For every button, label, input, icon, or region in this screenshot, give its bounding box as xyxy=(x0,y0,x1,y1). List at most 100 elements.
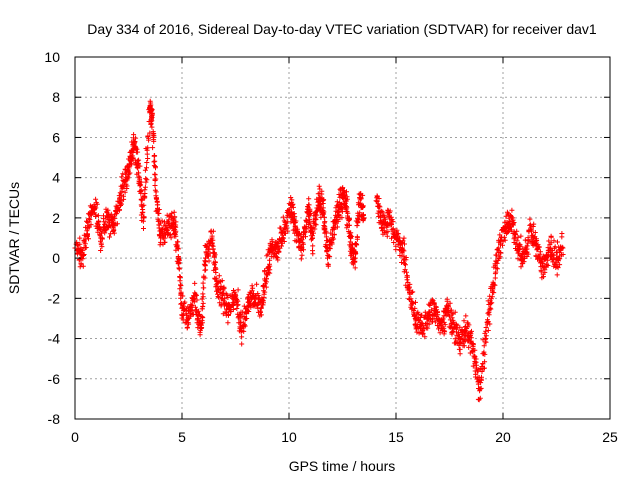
y-tick-label: -6 xyxy=(48,371,61,387)
data-point xyxy=(361,215,367,221)
data-point xyxy=(258,305,264,311)
data-point xyxy=(226,305,232,311)
y-tick-label: 8 xyxy=(52,89,60,105)
x-tick-label: 25 xyxy=(602,429,618,445)
data-points xyxy=(72,98,566,403)
data-point xyxy=(496,245,502,251)
data-point xyxy=(320,205,326,211)
data-point xyxy=(331,225,337,231)
data-point xyxy=(438,326,444,331)
data-point xyxy=(269,245,275,251)
data-point xyxy=(175,245,181,251)
data-point xyxy=(123,175,129,181)
data-point xyxy=(393,235,399,241)
data-point xyxy=(509,215,515,221)
data-point xyxy=(457,336,463,342)
data-point xyxy=(515,245,521,251)
data-point xyxy=(104,215,110,221)
data-point xyxy=(132,138,138,144)
y-tick-label: 10 xyxy=(44,49,60,65)
data-point xyxy=(117,195,123,201)
data-point xyxy=(534,245,540,251)
y-axis-label: SDTVAR / TECUs xyxy=(6,182,22,294)
x-tick-label: 20 xyxy=(495,429,511,445)
data-point xyxy=(147,104,153,110)
data-point xyxy=(310,235,316,241)
y-tick-label: 2 xyxy=(52,210,60,226)
data-point xyxy=(451,326,457,331)
y-tick-label: -4 xyxy=(48,331,61,347)
data-point xyxy=(325,255,331,261)
data-point xyxy=(305,205,311,211)
data-point xyxy=(198,326,204,331)
data-point xyxy=(170,219,176,225)
data-point xyxy=(140,215,146,221)
plot-frame xyxy=(74,56,611,420)
data-point xyxy=(348,245,354,251)
data-point xyxy=(185,315,191,321)
data-point xyxy=(357,195,363,201)
data-point xyxy=(352,255,358,261)
x-tick-label: 5 xyxy=(178,429,186,445)
data-point xyxy=(98,235,104,241)
data-point xyxy=(406,285,412,291)
y-tick-label: -8 xyxy=(48,411,61,427)
data-point xyxy=(528,225,534,231)
data-point xyxy=(252,295,258,301)
data-point xyxy=(299,245,305,251)
data-point xyxy=(464,326,470,331)
data-point xyxy=(213,275,219,281)
data-point xyxy=(239,326,245,331)
data-point xyxy=(412,315,418,321)
data-point xyxy=(209,235,215,241)
data-point xyxy=(419,326,425,331)
data-point xyxy=(85,225,91,231)
axis-ticks: 0 5 10 15 20 25 -8 -6 -4 -2 0 2 4 6 8 10 xyxy=(44,49,618,445)
data-point xyxy=(344,205,350,211)
data-point xyxy=(476,386,482,392)
data-point xyxy=(483,336,489,342)
data-point xyxy=(128,155,134,161)
data-point xyxy=(203,255,209,261)
data-point xyxy=(432,305,438,311)
data-point xyxy=(399,245,405,251)
chart-title: Day 334 of 2016, Sidereal Day-to-day VTE… xyxy=(87,21,597,37)
series-markers xyxy=(73,98,566,403)
y-tick-label: -2 xyxy=(48,290,61,306)
data-point xyxy=(374,195,380,201)
data-point xyxy=(521,255,527,261)
data-point xyxy=(316,195,322,201)
x-axis-label: GPS time / hours xyxy=(289,458,396,474)
data-point xyxy=(220,295,226,301)
data-point xyxy=(111,225,117,231)
data-point xyxy=(425,315,431,321)
data-point xyxy=(288,205,294,211)
data-point xyxy=(192,295,198,301)
data-point xyxy=(153,195,159,201)
data-point xyxy=(554,255,559,261)
data-point xyxy=(502,225,508,231)
data-point xyxy=(560,245,566,251)
data-point xyxy=(282,225,288,231)
data-point xyxy=(179,305,185,311)
y-tick-label: 4 xyxy=(52,170,60,186)
x-tick-label: 15 xyxy=(388,429,404,445)
data-point xyxy=(233,291,238,297)
data-point xyxy=(444,305,450,311)
x-tick-label: 10 xyxy=(281,429,297,445)
data-point xyxy=(265,265,271,271)
data-point xyxy=(164,225,170,231)
y-tick-label: 6 xyxy=(52,129,60,145)
data-point xyxy=(158,235,164,241)
y-tick-label: 0 xyxy=(52,250,60,266)
data-point xyxy=(387,215,393,221)
data-point xyxy=(275,245,281,251)
data-point xyxy=(292,225,298,231)
x-tick-label: 0 xyxy=(71,429,79,445)
data-point xyxy=(340,195,345,201)
data-point xyxy=(245,299,251,305)
data-point xyxy=(91,205,97,211)
data-point xyxy=(335,205,341,211)
data-point xyxy=(547,245,553,251)
